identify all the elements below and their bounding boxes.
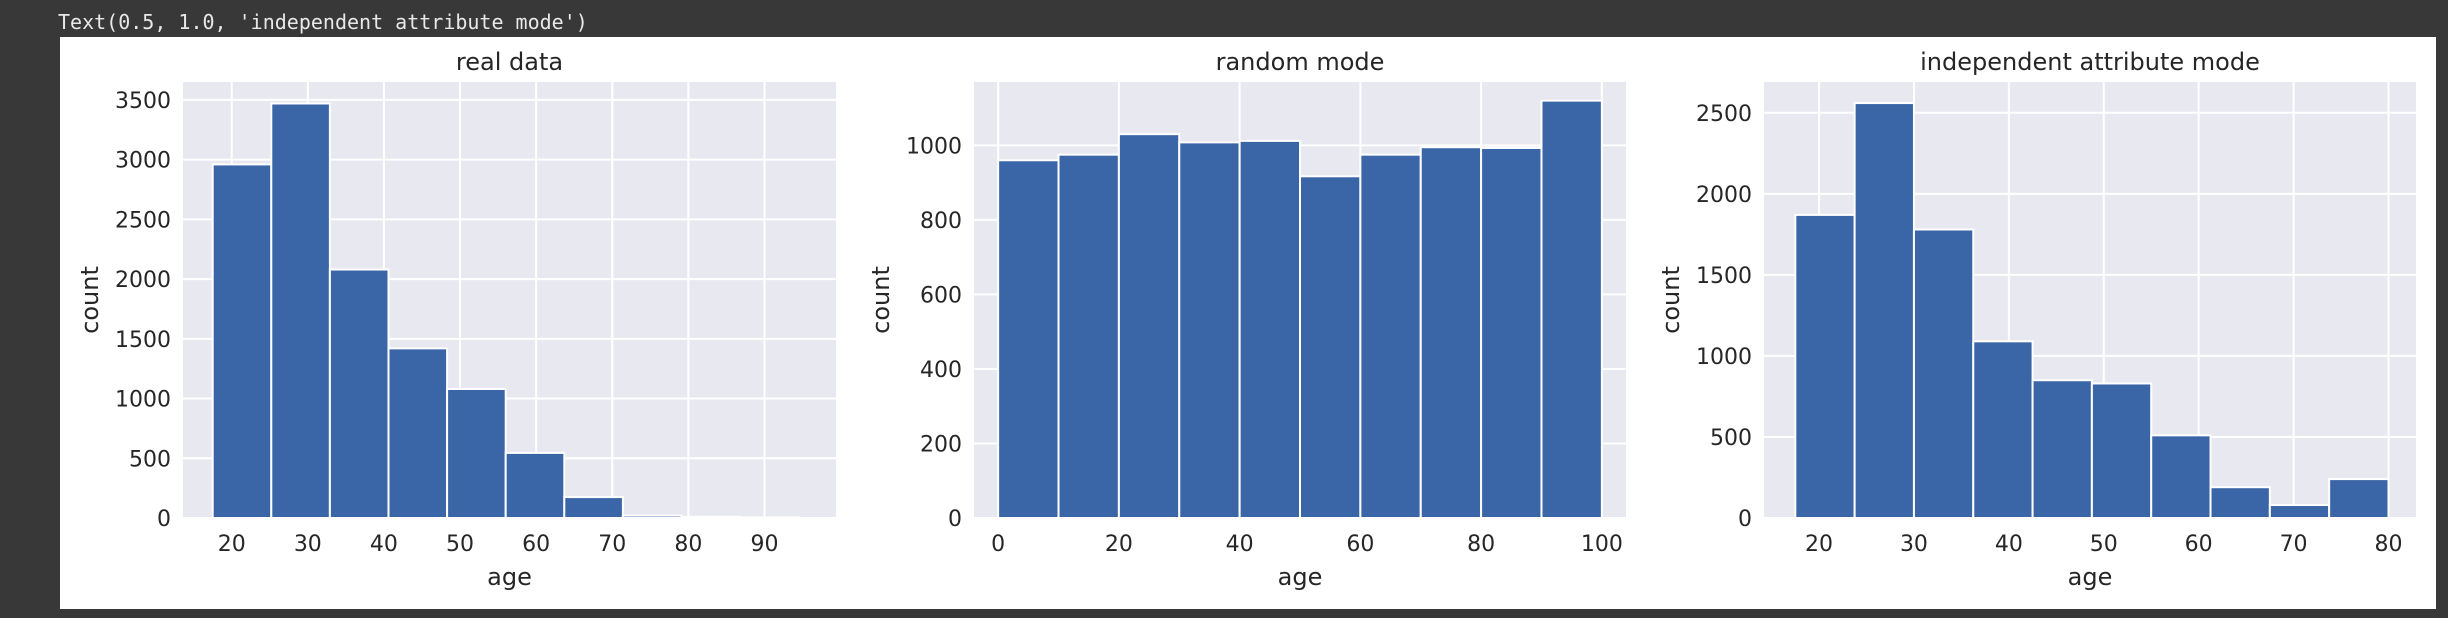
y-tick-label: 1500 <box>1696 264 1752 289</box>
histogram-bar <box>1359 153 1422 520</box>
histogram-bar <box>1057 153 1120 520</box>
x-tick-label: 70 <box>2280 532 2308 557</box>
figure-panel: 20 30 40 50 60 70 80 90 0 500 1000 1500 2000 2500 3000… <box>60 37 2436 609</box>
y-tick-label: 2500 <box>115 208 171 233</box>
histogram-bar <box>1299 175 1362 519</box>
x-tick-label: 60 <box>1346 532 1374 557</box>
x-tick-label: 20 <box>218 532 246 557</box>
x-tick-label: 70 <box>598 532 626 557</box>
histogram-bar <box>1853 102 1915 520</box>
histogram-bar <box>211 163 273 520</box>
histogram-bar <box>1238 139 1302 519</box>
y-tick-label: 500 <box>1710 426 1752 451</box>
histogram-bar <box>2150 434 2212 519</box>
histogram-bar <box>2031 379 2093 519</box>
x-tick-label: 30 <box>1900 532 1928 557</box>
histogram-bar <box>739 516 800 520</box>
x-tick-label: 0 <box>991 532 1005 557</box>
chart-title: random mode <box>1216 48 1385 76</box>
window-edge <box>2436 37 2448 609</box>
histogram-bar <box>1178 141 1241 519</box>
chart-3: 20 30 40 50 60 70 80 0 500 1000 1500 2000 2500 indepe… <box>1657 48 2416 591</box>
x-tick-label: 80 <box>674 532 702 557</box>
y-axis-label: count <box>867 266 895 334</box>
chart-1: 20 30 40 50 60 70 80 90 0 500 1000 1500 2000 2500 3000… <box>76 48 836 591</box>
y-tick-label: 1000 <box>115 388 171 413</box>
y-tick-label: 800 <box>920 209 962 234</box>
histogram-bar <box>563 496 624 519</box>
histogram-figure: 20 30 40 50 60 70 80 90050010001500200025003000… <box>76 48 2416 591</box>
y-tick-label: 0 <box>1738 507 1752 532</box>
x-tick-label: 90 <box>750 532 778 557</box>
y-tick-label: 3500 <box>115 89 171 114</box>
x-tick-label: 20 <box>1805 532 1833 557</box>
y-tick-label: 0 <box>157 507 171 532</box>
x-axis-label: age <box>1278 563 1323 591</box>
histogram-bar <box>1540 99 1603 519</box>
x-tick-label: 40 <box>1226 532 1254 557</box>
y-tick-label: 2000 <box>1696 183 1752 208</box>
histogram-bar <box>1794 213 1856 519</box>
y-axis-label: count <box>76 266 104 334</box>
x-tick-label: 80 <box>1467 532 1495 557</box>
histogram-bar <box>446 387 507 520</box>
y-tick-label: 0 <box>948 507 962 532</box>
histogram-bar <box>270 102 331 519</box>
histogram-bar <box>2268 504 2331 519</box>
x-tick-label: 40 <box>1995 532 2023 557</box>
histogram-bar <box>328 268 390 519</box>
chart-title: independent attribute mode <box>1920 48 2260 76</box>
y-axis-label: count <box>1657 266 1685 334</box>
y-tick-label: 1500 <box>115 328 171 353</box>
histogram-bar <box>1117 133 1181 520</box>
histogram-bar <box>504 451 566 519</box>
x-tick-label: 50 <box>446 532 474 557</box>
y-tick-label: 600 <box>920 283 962 308</box>
y-tick-label: 2000 <box>115 268 171 293</box>
chart-title: real data <box>456 48 563 76</box>
y-tick-label: 400 <box>920 358 962 383</box>
histogram-bar <box>1912 228 1975 520</box>
histogram-bar <box>2090 382 2153 519</box>
cell-output-text: Text(0.5, 1.0, 'independent attribute mo… <box>58 10 588 34</box>
y-tick-label: 2500 <box>1696 102 1752 127</box>
x-tick-label: 20 <box>1105 532 1133 557</box>
y-tick-label: 500 <box>129 447 171 472</box>
y-tick-label: 200 <box>920 432 962 457</box>
histogram-bar <box>2209 486 2271 520</box>
x-axis-label: age <box>487 563 532 591</box>
histogram-bar <box>621 514 683 520</box>
x-axis-label: age <box>2068 563 2113 591</box>
x-tick-label: 100 <box>1581 532 1623 557</box>
x-tick-label: 40 <box>370 532 398 557</box>
x-tick-label: 60 <box>522 532 550 557</box>
x-tick-label: 30 <box>294 532 322 557</box>
x-tick-label: 80 <box>2374 532 2402 557</box>
y-tick-label: 1000 <box>906 134 962 159</box>
x-tick-label: 60 <box>2185 532 2213 557</box>
histogram-bar <box>1480 146 1543 519</box>
histogram-bar <box>1419 146 1483 519</box>
histogram-bar <box>1972 340 2034 519</box>
x-tick-label: 50 <box>2090 532 2118 557</box>
histogram-bar <box>680 515 742 520</box>
histogram-bar <box>997 159 1060 519</box>
y-tick-label: 3000 <box>115 149 171 174</box>
histogram-bar <box>387 347 449 519</box>
histogram-bar <box>2328 478 2390 519</box>
y-tick-label: 1000 <box>1696 345 1752 370</box>
